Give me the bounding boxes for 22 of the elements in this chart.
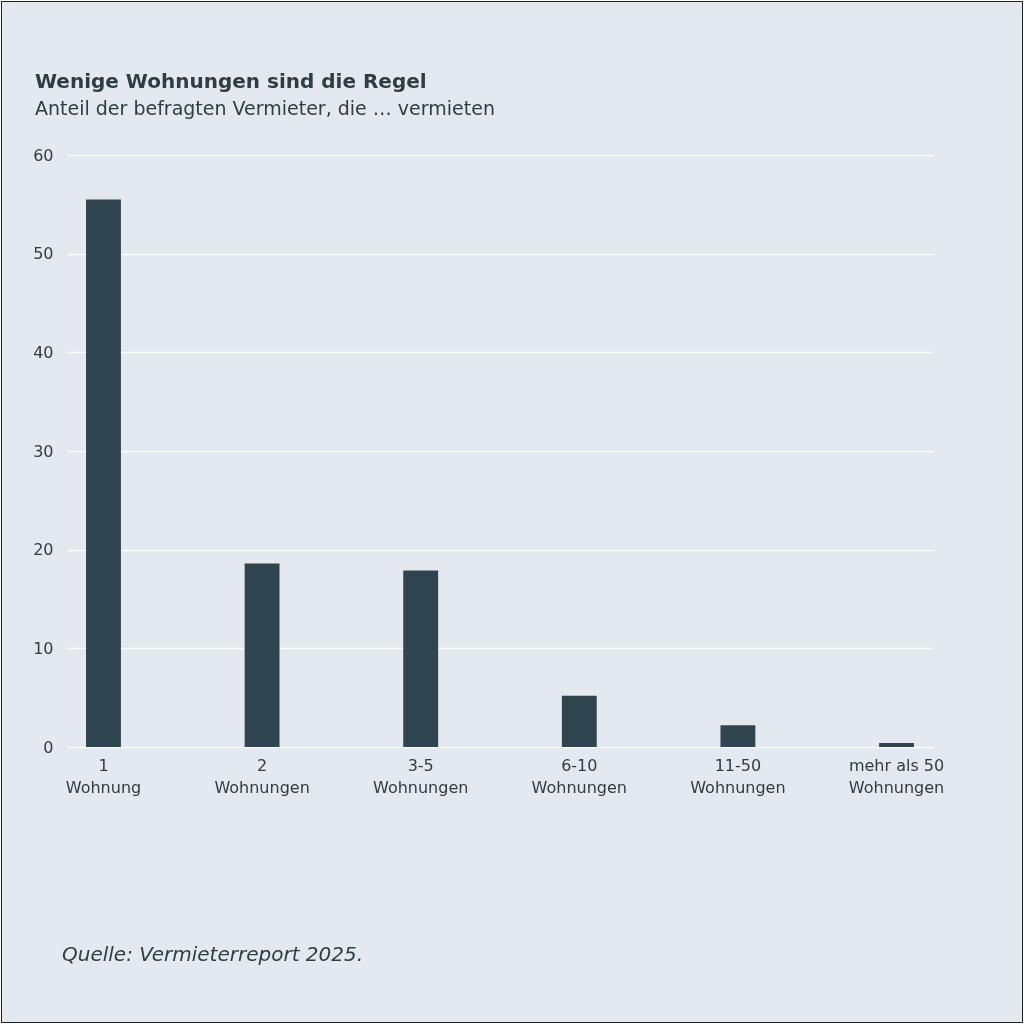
x-tick-label: 11-50 Wohnungen — [690, 755, 786, 797]
y-tick-label: 30 — [33, 441, 54, 461]
bar — [86, 199, 121, 747]
x-tick-label: 3-5 Wohnungen — [373, 755, 469, 797]
y-tick-label: 10 — [33, 638, 54, 658]
y-tick-label: 20 — [33, 540, 54, 560]
x-tick-label: 1 Wohnung — [65, 755, 142, 797]
y-tick-label: 50 — [33, 244, 54, 264]
bar — [720, 725, 756, 747]
chart-title: Wenige Wohnungen sind die Regel — [35, 69, 427, 93]
x-tick-label: 6-10 Wohnungen — [531, 755, 627, 797]
y-tick-label: 40 — [33, 342, 54, 362]
y-tick-label: 0 — [43, 737, 54, 757]
bar — [244, 563, 280, 747]
chart-subtitle: Anteil der befragten Vermieter, die … vermieten — [35, 97, 495, 119]
bar — [561, 695, 597, 747]
x-tick-label: 2 Wohnungen — [214, 755, 310, 797]
bar — [879, 743, 914, 747]
y-tick-label: 60 — [33, 145, 54, 165]
source-note: Quelle: Vermieterreport 2025. — [62, 942, 364, 966]
x-tick-label: mehr als 50 Wohnungen — [848, 755, 945, 797]
bar — [403, 570, 439, 747]
